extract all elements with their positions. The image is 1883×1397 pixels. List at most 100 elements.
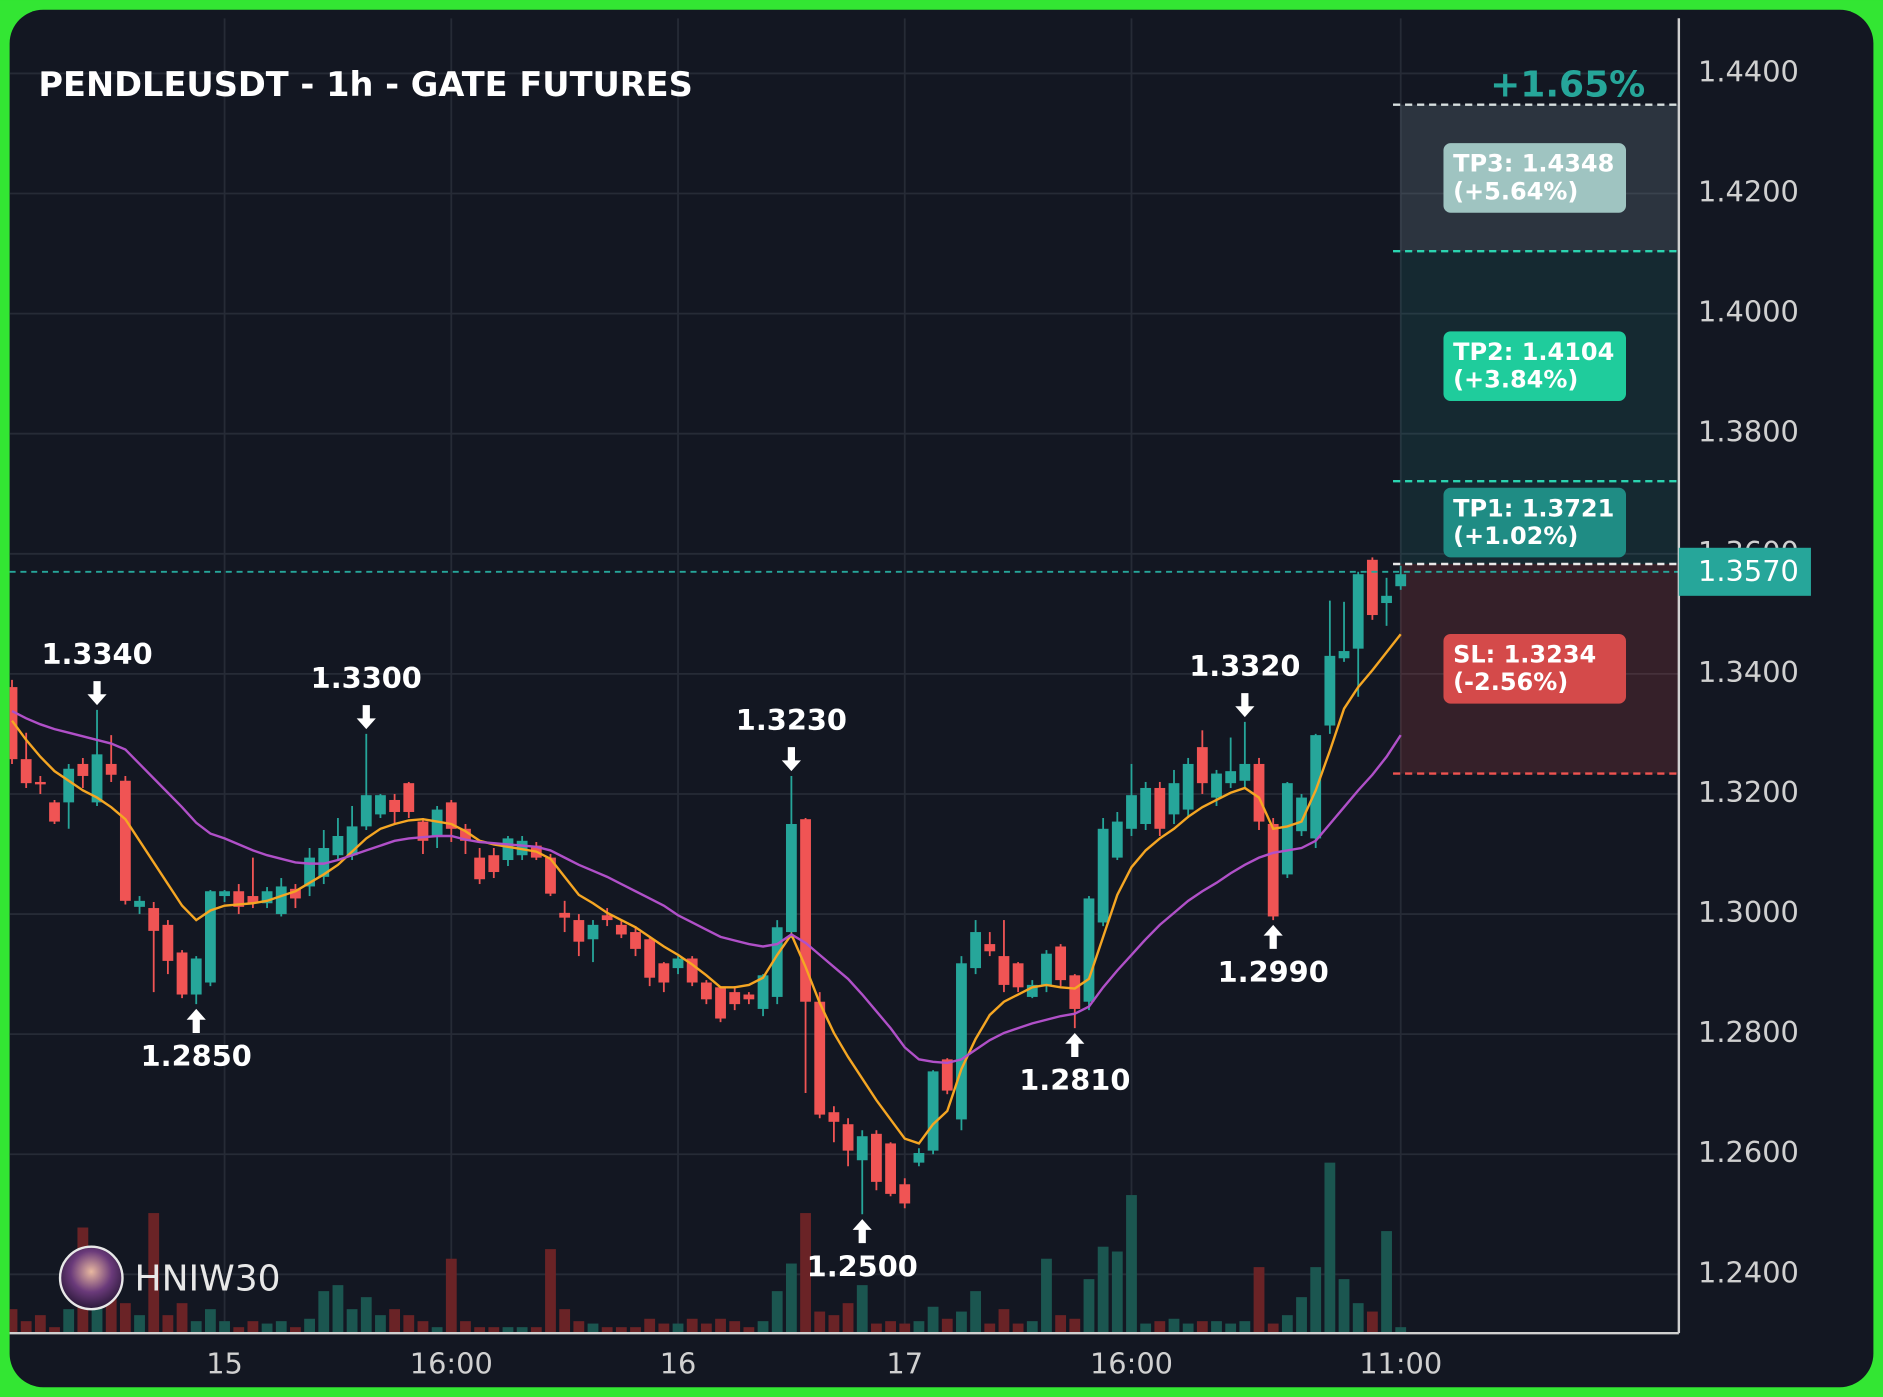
candle-body xyxy=(828,1112,840,1122)
volume-bar xyxy=(502,1327,514,1334)
candle-body xyxy=(34,781,46,785)
candle-body xyxy=(573,920,585,942)
volume-bar xyxy=(800,1213,811,1334)
volume-bar xyxy=(984,1323,996,1334)
candle-body xyxy=(204,891,216,983)
candle-body xyxy=(729,992,741,1005)
y-tick-label: 1.3000 xyxy=(1698,895,1799,929)
extreme-label: 1.2810 xyxy=(1019,1063,1130,1097)
extreme-arrow xyxy=(1263,924,1283,949)
candle-body xyxy=(275,886,287,915)
y-tick-label: 1.4400 xyxy=(1698,54,1799,88)
volume-bar xyxy=(233,1327,245,1334)
candle-body xyxy=(1310,735,1322,839)
volume-bar xyxy=(488,1327,500,1334)
candle-body xyxy=(913,1153,925,1163)
volume-bar xyxy=(204,1309,216,1334)
volume-bar xyxy=(375,1315,386,1334)
annotations: 1.3340 1.2850 1.3300 1.3230 1.2500 1.2810 1.33… xyxy=(9,570,1679,1283)
volume-bar xyxy=(389,1309,401,1334)
volume-bar xyxy=(899,1323,911,1334)
extreme-label: 1.3320 xyxy=(1189,649,1300,683)
targets: TP3: 1.4348(+5.64%) TP2: 1.4104(+3.84%) TP… xyxy=(1443,143,1627,704)
extreme-arrow xyxy=(186,1008,206,1033)
extreme-arrow xyxy=(781,747,801,772)
volume-bar xyxy=(9,1309,18,1334)
y-tick-label: 1.4200 xyxy=(1698,175,1799,209)
candle-body xyxy=(474,857,486,880)
candle-body xyxy=(290,888,301,899)
volume-bar xyxy=(34,1315,46,1334)
candle-body xyxy=(545,857,556,894)
candle-body xyxy=(389,799,401,812)
extreme-arrow xyxy=(1235,693,1255,718)
change-label: +1.65% xyxy=(1490,65,1645,106)
volume-bar xyxy=(1097,1246,1109,1334)
volume-bar xyxy=(1239,1321,1251,1334)
volume-bar xyxy=(445,1258,457,1334)
volume-bar xyxy=(871,1323,882,1334)
candle-body xyxy=(49,802,60,822)
volume-bar xyxy=(630,1327,641,1334)
volume-bar xyxy=(1211,1321,1222,1334)
volume-bar xyxy=(956,1311,967,1334)
candle-body xyxy=(686,958,698,983)
candle-body xyxy=(1041,953,1052,985)
candle-body xyxy=(488,855,500,873)
volume-bar xyxy=(1111,1251,1123,1334)
candle-body xyxy=(700,982,712,1000)
candle-body xyxy=(941,1059,953,1091)
candle-body xyxy=(63,768,75,803)
candle-body xyxy=(785,823,797,933)
volume-bar xyxy=(1296,1297,1307,1334)
volume-bar xyxy=(1267,1323,1279,1334)
volume-bar xyxy=(1196,1321,1208,1334)
candle-body xyxy=(162,924,174,961)
candle-body xyxy=(190,958,202,995)
candle-body xyxy=(998,956,1010,985)
volume-bar xyxy=(63,1309,75,1334)
candle-body xyxy=(20,759,32,784)
candle-body xyxy=(800,819,811,1002)
candle-body xyxy=(247,896,259,904)
x-tick-label: 15 xyxy=(206,1347,243,1381)
volume-bar xyxy=(545,1249,556,1334)
candle-body xyxy=(1296,797,1307,832)
extreme-arrow xyxy=(1065,1032,1085,1057)
volume-bar xyxy=(275,1321,287,1334)
candle-body xyxy=(1168,783,1180,815)
volume-bar xyxy=(1083,1279,1095,1334)
volume-bar xyxy=(1168,1318,1180,1334)
candle-body xyxy=(885,1143,896,1194)
volume-bar xyxy=(856,1285,868,1334)
volume-bar xyxy=(587,1323,599,1334)
volume-bar xyxy=(828,1315,840,1334)
volume-bar xyxy=(360,1297,372,1334)
avatar xyxy=(58,1245,124,1311)
candle-body xyxy=(871,1133,882,1182)
volume-bar xyxy=(1366,1311,1378,1334)
extreme-arrow xyxy=(852,1219,872,1244)
volume-bar xyxy=(927,1306,939,1334)
target-label: SL: 1.3234 xyxy=(1453,641,1596,669)
candle-body xyxy=(1253,763,1265,822)
y-tick-label: 1.4000 xyxy=(1698,295,1799,329)
candle-body xyxy=(375,795,386,815)
extreme-label: 1.2850 xyxy=(141,1039,252,1073)
volume-bar xyxy=(644,1318,656,1334)
volume-bar xyxy=(1140,1323,1152,1334)
candle-body xyxy=(261,891,273,904)
y-tick-label: 1.2600 xyxy=(1698,1135,1799,1169)
price-label: 1.3570 xyxy=(1698,554,1799,588)
target-box xyxy=(1443,487,1627,558)
candle-body xyxy=(984,944,996,952)
candle-body xyxy=(658,963,670,983)
candle-body xyxy=(148,908,160,931)
volume-bar xyxy=(941,1318,953,1334)
candle-body xyxy=(1281,783,1293,875)
candle-body xyxy=(445,802,457,829)
volume-bar xyxy=(615,1327,627,1334)
candle-body xyxy=(615,924,627,935)
volume-bar xyxy=(134,1315,145,1334)
candle-body xyxy=(1083,898,1095,1002)
